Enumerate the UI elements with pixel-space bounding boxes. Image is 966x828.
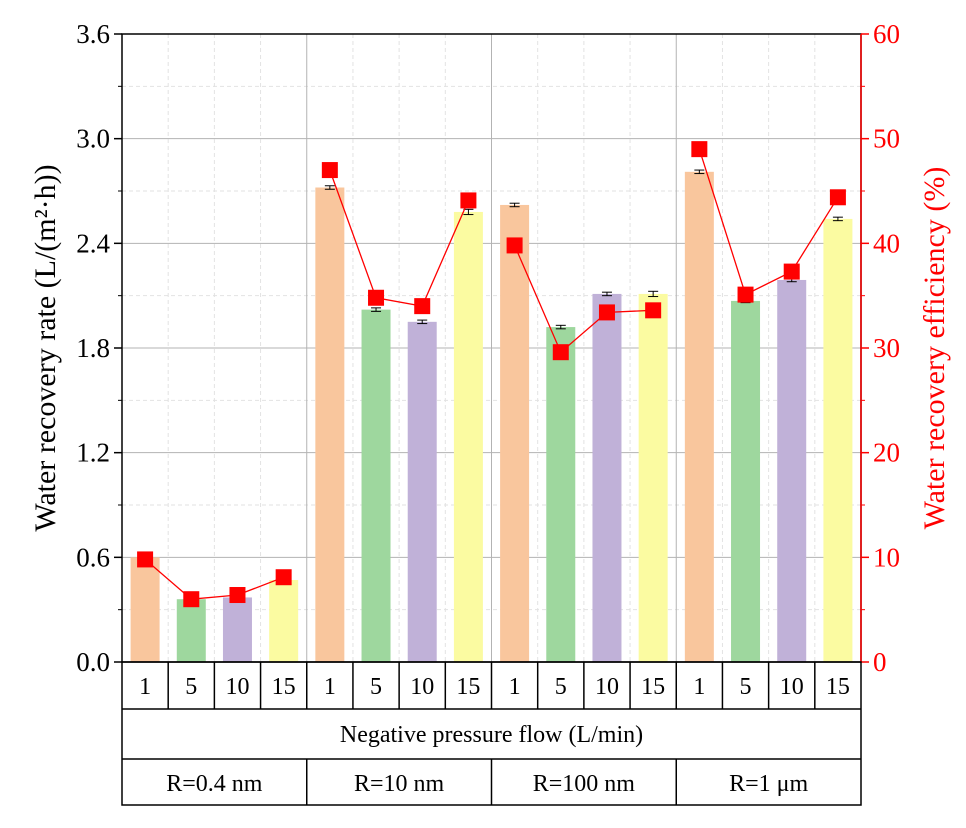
x-tick-label: 5 xyxy=(555,674,567,700)
y-axis-right-title: Water recovery efficiency (%) xyxy=(918,167,951,530)
x-tick-label: 5 xyxy=(370,674,382,700)
grid-lines xyxy=(122,34,861,662)
y-right-tick-label: 0 xyxy=(873,647,887,677)
group-label: R=0.4 nm xyxy=(166,771,263,797)
x-tick-label: 10 xyxy=(780,674,804,700)
x-tick-label: 1 xyxy=(324,674,336,700)
y-right-tick-label: 30 xyxy=(873,333,900,363)
y-left-tick-label: 1.8 xyxy=(76,333,110,363)
bar xyxy=(592,293,622,662)
y-left-tick-label: 3.6 xyxy=(76,19,110,49)
efficiency-point xyxy=(368,289,385,306)
efficiency-line xyxy=(329,169,469,307)
y-right-tick-label: 60 xyxy=(873,19,900,49)
x-tick-label: 5 xyxy=(185,674,197,700)
efficiency-point xyxy=(645,302,662,319)
y-right-tick-label: 20 xyxy=(873,438,900,468)
y-left-tick-label: 3.0 xyxy=(76,124,110,154)
bar xyxy=(777,279,807,662)
group-label: R=100 nm xyxy=(533,771,636,797)
bar xyxy=(500,204,530,662)
efficiency-point xyxy=(229,587,246,604)
efficiency-point xyxy=(598,304,615,321)
y-left-tick-label: 2.4 xyxy=(76,228,110,258)
x-tick-label: 15 xyxy=(826,674,850,700)
axis-ticks: 0.0 0.6 1.2 1.8 2.4 3.0 3.6 0 10 20 30 40 50 60 xyxy=(76,19,900,677)
y-left-tick-label: 1.2 xyxy=(76,438,110,468)
efficiency-point xyxy=(829,189,846,206)
bar xyxy=(269,580,299,662)
bar xyxy=(823,218,853,662)
x-tick-label: 15 xyxy=(272,674,296,700)
x-tick-label: 1 xyxy=(693,674,705,700)
bar xyxy=(222,597,252,662)
x-tick-label: 10 xyxy=(225,674,249,700)
bar xyxy=(361,309,391,662)
bar xyxy=(684,171,714,663)
bar xyxy=(315,187,345,662)
y-left-tick-label: 0.0 xyxy=(76,647,110,677)
bar xyxy=(176,599,206,662)
bar xyxy=(453,211,483,662)
x-tick-label: 10 xyxy=(595,674,619,700)
x-tick-label: 1 xyxy=(509,674,521,700)
efficiency-series xyxy=(137,141,846,608)
efficiency-point xyxy=(321,162,338,179)
efficiency-point xyxy=(183,591,200,608)
y-right-tick-label: 40 xyxy=(873,228,900,258)
group-label: R=1 μm xyxy=(729,771,808,797)
efficiency-point xyxy=(460,192,477,209)
y-left-tick-label: 0.6 xyxy=(76,542,110,572)
efficiency-point xyxy=(414,298,431,315)
bar xyxy=(638,293,668,662)
efficiency-point xyxy=(783,263,800,280)
efficiency-line xyxy=(144,558,284,600)
efficiency-point xyxy=(691,141,708,158)
group-label: R=10 nm xyxy=(354,771,445,797)
bar xyxy=(546,327,576,662)
efficiency-point xyxy=(137,551,154,568)
y-axis-left-title: Water recovery rate (L/(m²·h)) xyxy=(29,164,62,531)
bar xyxy=(731,300,761,662)
efficiency-point xyxy=(506,237,523,254)
bar-series xyxy=(130,171,853,663)
efficiency-line xyxy=(514,245,654,354)
efficiency-point xyxy=(737,286,754,303)
x-axis-title: Negative pressure flow (L/min) xyxy=(340,722,643,748)
x-tick-label: 10 xyxy=(410,674,434,700)
efficiency-line xyxy=(698,148,839,296)
y-right-tick-label: 50 xyxy=(873,124,900,154)
efficiency-point xyxy=(275,569,292,586)
x-tick-label: 1 xyxy=(139,674,151,700)
category-table: Negative pressure flow (L/min) 1 5 10 15 1 5 1… xyxy=(121,661,862,806)
bar xyxy=(130,557,160,662)
x-tick-label: 15 xyxy=(456,674,480,700)
x-tick-label: 15 xyxy=(641,674,665,700)
error-bars xyxy=(324,169,843,330)
x-tick-label: 5 xyxy=(740,674,752,700)
efficiency-point xyxy=(552,344,569,361)
bar xyxy=(407,321,437,662)
y-right-tick-label: 10 xyxy=(873,542,900,572)
